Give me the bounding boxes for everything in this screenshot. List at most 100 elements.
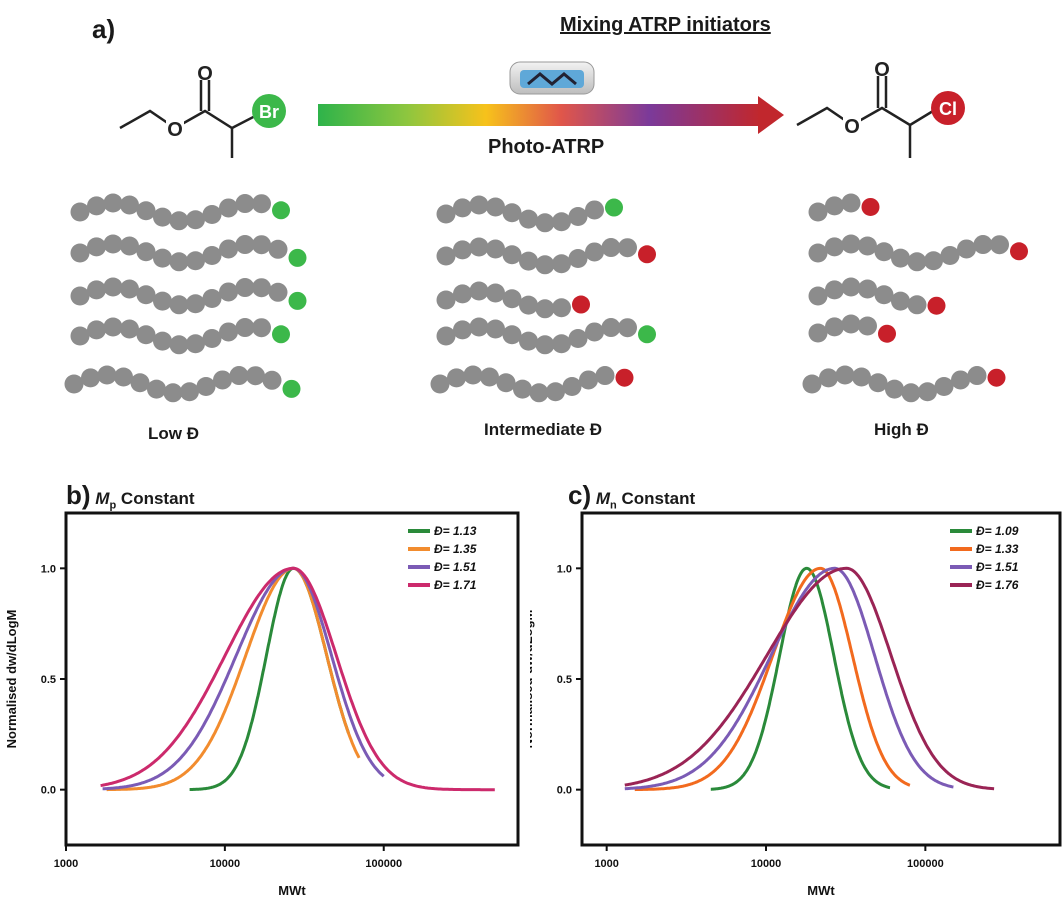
polymer-bead — [535, 335, 555, 355]
polymer-bead — [562, 377, 582, 397]
polymer-bead — [120, 319, 139, 339]
x-axis-label: MWt — [807, 883, 835, 898]
polymer-bead — [513, 379, 532, 399]
polymer-bead — [529, 383, 549, 403]
polymer-bead — [841, 314, 861, 334]
polymer-bead — [136, 285, 156, 305]
polymer-bead — [973, 235, 993, 255]
y-tick-label: 0.0 — [557, 785, 572, 797]
polymer-bead — [147, 379, 166, 399]
polymer-bead — [546, 382, 565, 402]
polymer-bead — [202, 205, 222, 225]
polymer-bead — [579, 370, 598, 390]
polymer-bead — [568, 249, 588, 269]
polymer-bead — [169, 252, 189, 272]
polymer-bead — [213, 370, 232, 390]
polymer-bead — [120, 195, 139, 215]
polymer-bead — [103, 234, 123, 254]
oxygen-label-1: O — [197, 63, 213, 85]
polymer-bead — [802, 374, 822, 394]
polymer-bead — [496, 373, 516, 393]
bromine-chain-end — [288, 291, 307, 310]
series-line — [106, 566, 361, 792]
br-atom-label: Br — [259, 102, 279, 122]
polymer-bead — [585, 322, 604, 342]
cl-atom-label: Cl — [939, 99, 957, 119]
polymer-bead — [825, 317, 844, 337]
polymer-bead — [825, 196, 844, 216]
polymer-bead — [436, 326, 456, 346]
polymer-bead — [535, 255, 555, 275]
polymer-bead — [469, 281, 489, 301]
y-tick-label: 1.0 — [557, 563, 572, 575]
polymer-bead — [219, 322, 238, 342]
polymer-bead — [990, 235, 1009, 255]
polymer-bead — [436, 246, 456, 266]
polymer-bead — [486, 197, 505, 217]
chart-b: 0.0 0.5 1.0 1000 10000 100000 MWt Normalised dw… — [4, 511, 520, 898]
polymer-bead — [169, 295, 189, 315]
reaction-arrow-head — [758, 96, 784, 134]
x-tick-label: 10000 — [210, 858, 241, 870]
polymer-bead — [951, 370, 970, 390]
polymer-bead — [436, 290, 456, 310]
polymer-bead — [202, 289, 222, 309]
polymer-bead — [601, 238, 621, 258]
y-axis-label: Normalised dw/dLogM — [530, 610, 535, 749]
polymer-bead — [136, 325, 156, 345]
polymer-bead — [81, 368, 100, 388]
polymer-bead — [825, 280, 844, 300]
polymer-bead — [430, 374, 450, 394]
series-line — [102, 566, 385, 791]
series-line — [624, 566, 995, 791]
polymer-bead — [153, 248, 172, 268]
polymer-bead — [169, 211, 189, 231]
polymer-bead — [87, 196, 106, 216]
polymer-bead — [901, 383, 921, 403]
polymer-bead — [70, 326, 90, 346]
photo-atrp-label: Photo-ATRP — [488, 136, 605, 158]
x-tick-label: 100000 — [907, 858, 944, 870]
polymer-bead — [64, 374, 84, 394]
oxygen-label-4: O — [844, 116, 860, 138]
chart-c: 0.0 0.5 1.0 1000 10000 100000 MWt Normalised dw… — [530, 511, 1062, 898]
polymer-bead — [87, 320, 106, 340]
polymer-bead — [235, 194, 255, 214]
polymer-bead — [595, 366, 615, 386]
polymer-bead — [153, 207, 172, 227]
y-tick-label: 0.0 — [41, 785, 56, 797]
polymer-bead — [136, 201, 156, 221]
polymer-bead — [618, 318, 637, 338]
polymer-bead — [940, 246, 960, 266]
polymer-bead — [97, 365, 117, 385]
polymer-bead — [153, 331, 172, 351]
polymer-bead — [202, 329, 222, 349]
panel-b-title-text: Constant — [116, 489, 195, 508]
polymer-bead — [252, 318, 271, 338]
legend-entry: Đ= 1.35 — [434, 542, 477, 556]
chlorine-chain-end — [987, 368, 1006, 387]
polymer-bead — [825, 237, 844, 257]
chlorine-chain-end — [572, 295, 590, 314]
y-tick-label: 0.5 — [557, 674, 572, 686]
legend-entry: Đ= 1.51 — [434, 560, 477, 574]
cl-atom-circle — [931, 91, 965, 125]
polymer-bead — [463, 365, 483, 385]
polymer-bead — [235, 318, 255, 338]
uv-lamp-icon — [509, 61, 595, 95]
polymer-bead — [891, 291, 910, 311]
polymer-bead — [907, 295, 927, 315]
polymer-bead — [934, 377, 954, 397]
y-axis-label: Normalised dw/dLogM — [4, 610, 19, 749]
polymer-bead — [486, 319, 505, 339]
chlorine-chain-end — [878, 324, 896, 343]
y-tick-label: 1.0 — [41, 563, 56, 575]
polymer-bead — [585, 200, 604, 220]
polymer-bead — [469, 237, 489, 257]
polymer-bead — [535, 213, 555, 233]
polymer-bead — [186, 334, 205, 354]
polymer-bead — [453, 240, 472, 260]
x-axis-label: MWt — [278, 883, 306, 898]
polymer-bead — [835, 365, 855, 385]
polymer-bead — [568, 329, 588, 349]
